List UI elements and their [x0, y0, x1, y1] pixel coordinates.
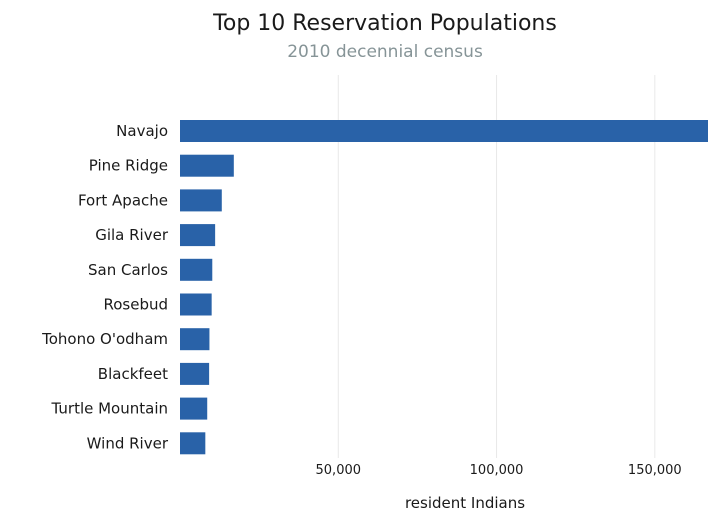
bar [180, 258, 213, 281]
category-label: Gila River [95, 226, 169, 244]
bar [180, 120, 708, 142]
x-tick-label: 150,000 [628, 463, 682, 478]
category-label: San Carlos [88, 261, 168, 279]
bar [180, 328, 210, 351]
x-tick-labels: 50,000 100,000 150,000 [316, 463, 682, 478]
bar [180, 397, 208, 420]
x-axis-label: resident Indians [405, 494, 525, 510]
bar [180, 432, 206, 455]
bar [180, 224, 216, 247]
bar [180, 293, 212, 316]
bar [180, 362, 210, 385]
x-tick-label: 50,000 [316, 463, 362, 478]
bars [180, 120, 708, 455]
category-label: Wind River [87, 434, 169, 452]
category-label: Turtle Mountain [51, 400, 168, 418]
bar [180, 189, 222, 212]
chart-subtitle: 2010 decennial census [287, 42, 483, 62]
chart-title: Top 10 Reservation Populations [212, 11, 557, 36]
category-label: Tohono O'odham [41, 330, 168, 348]
category-label: Fort Apache [78, 191, 168, 209]
category-label: Navajo [116, 122, 168, 140]
category-label: Blackfeet [98, 365, 168, 383]
bar [180, 154, 234, 177]
category-label: Pine Ridge [89, 157, 168, 175]
category-labels: Navajo Pine Ridge Fort Apache Gila River San… [41, 122, 169, 452]
category-label: Rosebud [103, 296, 168, 314]
x-tick-label: 100,000 [470, 463, 524, 478]
